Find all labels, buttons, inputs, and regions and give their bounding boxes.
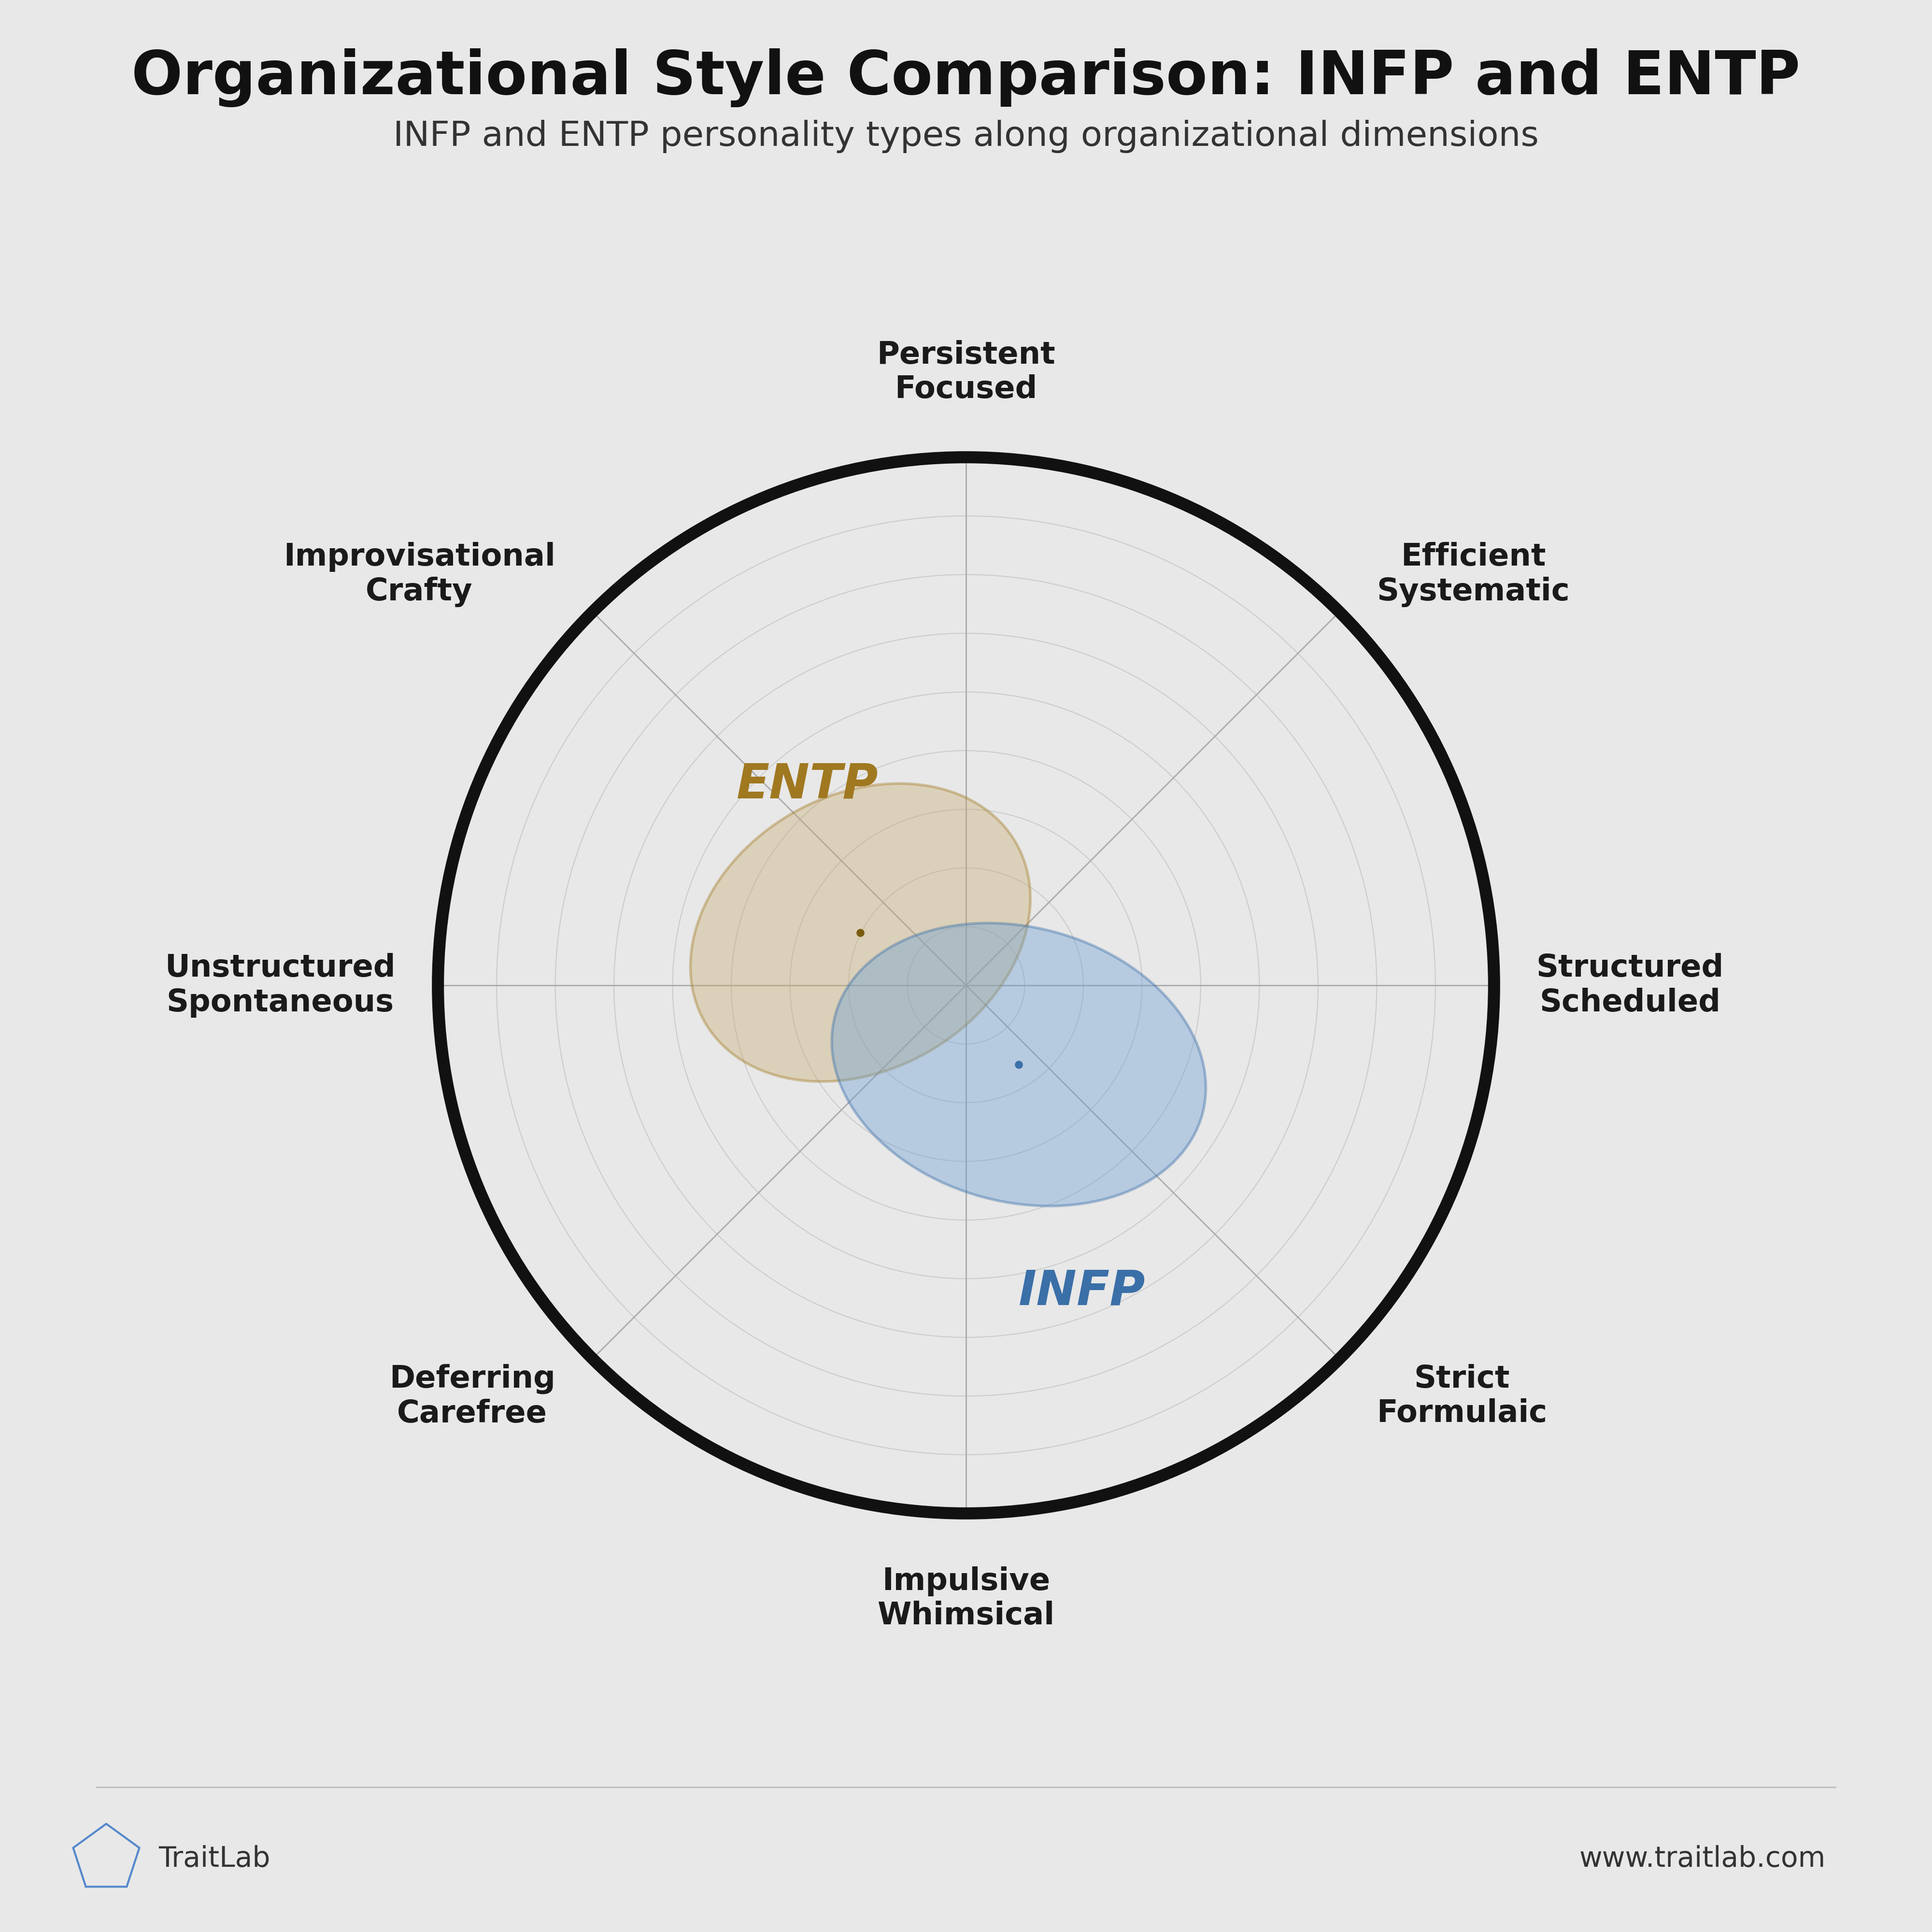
Ellipse shape	[833, 923, 1206, 1206]
Text: Impulsive
Whimsical: Impulsive Whimsical	[877, 1567, 1055, 1631]
Text: Unstructured
Spontaneous: Unstructured Spontaneous	[164, 952, 396, 1018]
Text: TraitLab: TraitLab	[158, 1845, 270, 1872]
Text: ENTP: ENTP	[736, 761, 879, 808]
Text: INFP: INFP	[1018, 1267, 1146, 1316]
Text: Improvisational
Crafty: Improvisational Crafty	[284, 543, 554, 607]
Ellipse shape	[690, 784, 1030, 1082]
Text: www.traitlab.com: www.traitlab.com	[1578, 1845, 1826, 1872]
Text: Organizational Style Comparison: INFP and ENTP: Organizational Style Comparison: INFP an…	[131, 48, 1801, 106]
Text: Strict
Formulaic: Strict Formulaic	[1378, 1364, 1548, 1428]
Text: Structured
Scheduled: Structured Scheduled	[1536, 952, 1723, 1018]
Text: Efficient
Systematic: Efficient Systematic	[1378, 543, 1571, 607]
Text: INFP and ENTP personality types along organizational dimensions: INFP and ENTP personality types along or…	[394, 120, 1538, 153]
Point	[1003, 1049, 1034, 1080]
Point	[844, 918, 875, 949]
Text: Deferring
Carefree: Deferring Carefree	[388, 1364, 554, 1428]
Text: Persistent
Focused: Persistent Focused	[877, 340, 1055, 404]
